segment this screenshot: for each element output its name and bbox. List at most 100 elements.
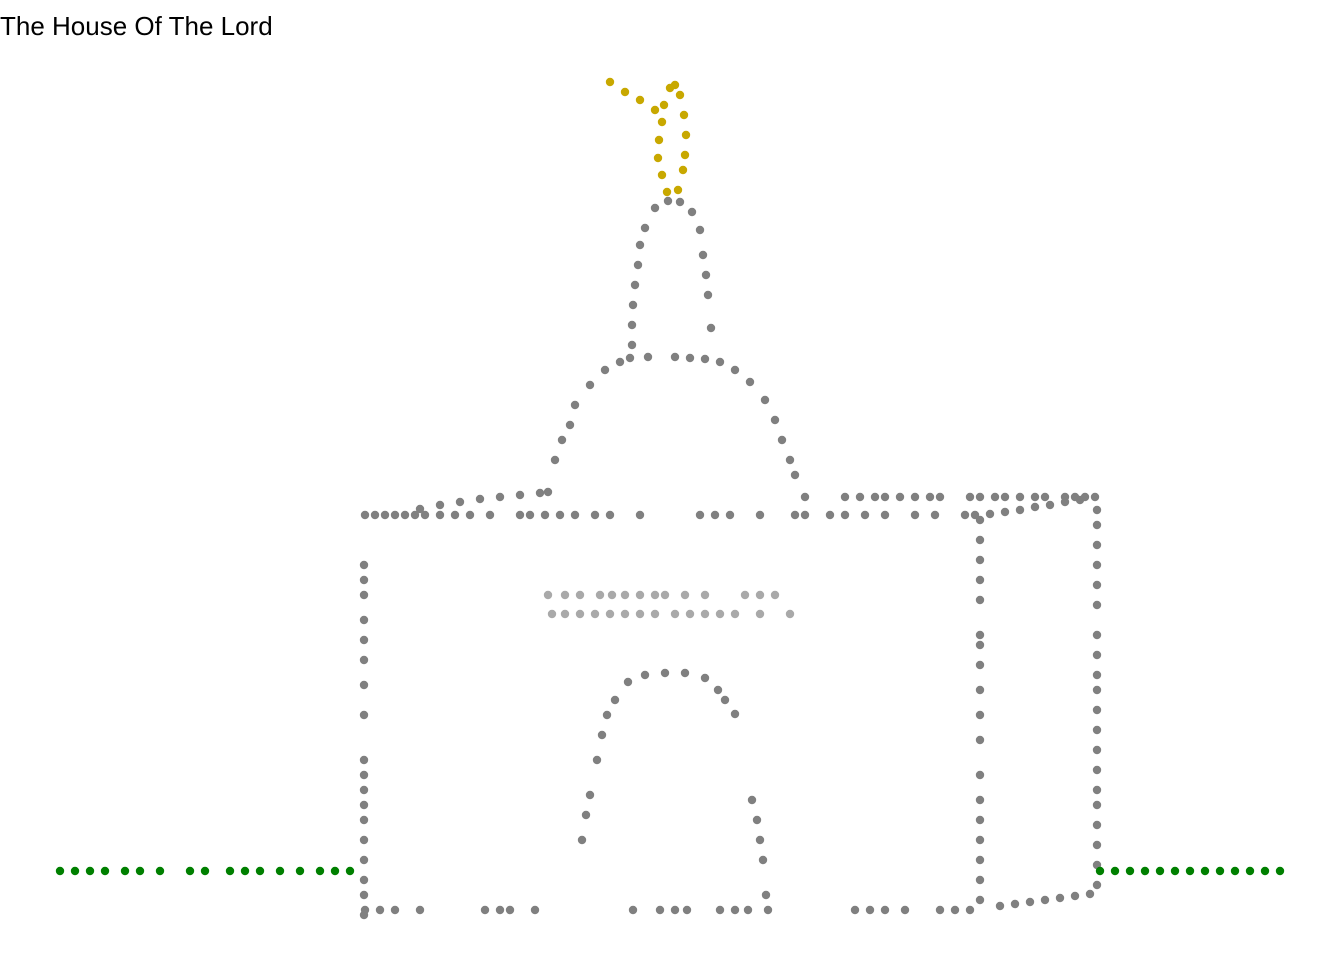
point [700, 354, 710, 364]
point [680, 150, 690, 160]
point [965, 492, 975, 502]
point [643, 352, 653, 362]
point [730, 365, 740, 375]
point [550, 455, 560, 465]
point [640, 670, 650, 680]
point [627, 340, 637, 350]
point [715, 357, 725, 367]
point [275, 866, 285, 876]
point [577, 835, 587, 845]
point [225, 866, 235, 876]
point [605, 609, 615, 619]
point [975, 815, 985, 825]
point [560, 609, 570, 619]
point [900, 905, 910, 915]
point [760, 395, 770, 405]
point [655, 905, 665, 915]
chart-title: The House Of The Lord [0, 11, 273, 41]
point [755, 609, 765, 619]
point [1092, 560, 1102, 570]
point [1015, 505, 1025, 515]
point [990, 492, 1000, 502]
point [480, 905, 490, 915]
point [675, 197, 685, 207]
point [505, 905, 515, 915]
point [713, 685, 723, 695]
point [575, 590, 585, 600]
point [633, 260, 643, 270]
point [1075, 495, 1085, 505]
point [855, 492, 865, 502]
point [790, 510, 800, 520]
point [359, 655, 369, 665]
point [620, 609, 630, 619]
point [663, 196, 673, 206]
point [745, 377, 755, 387]
point [1092, 520, 1102, 530]
point [610, 695, 620, 705]
point [535, 488, 545, 498]
point [1092, 820, 1102, 830]
point [675, 90, 685, 100]
point [1092, 765, 1102, 775]
point [435, 500, 445, 510]
point [703, 290, 713, 300]
point [1170, 866, 1180, 876]
point [670, 352, 680, 362]
point [547, 609, 557, 619]
point [635, 609, 645, 619]
point [755, 590, 765, 600]
point [185, 866, 195, 876]
point [740, 590, 750, 600]
point [1092, 705, 1102, 715]
point [895, 492, 905, 502]
point [657, 117, 667, 127]
point [359, 590, 369, 600]
point [747, 795, 757, 805]
point [70, 866, 80, 876]
point [635, 240, 645, 250]
point [715, 609, 725, 619]
point [673, 185, 683, 195]
point [55, 866, 65, 876]
point [635, 590, 645, 600]
point [615, 357, 625, 367]
point [370, 510, 380, 520]
point [581, 810, 591, 820]
point [543, 590, 553, 600]
point [850, 905, 860, 915]
point [935, 492, 945, 502]
point [155, 866, 165, 876]
point [1092, 540, 1102, 550]
point [1040, 895, 1050, 905]
point [410, 510, 420, 520]
point [743, 905, 753, 915]
point [415, 905, 425, 915]
point [659, 100, 669, 110]
point [415, 504, 425, 514]
point [679, 110, 689, 120]
point [698, 250, 708, 260]
point [590, 510, 600, 520]
point [685, 609, 695, 619]
point [360, 905, 370, 915]
point [657, 170, 667, 180]
point [1092, 840, 1102, 850]
point [763, 905, 773, 915]
point [1092, 600, 1102, 610]
point [678, 165, 688, 175]
point [555, 510, 565, 520]
point [390, 905, 400, 915]
point [975, 555, 985, 565]
point [359, 680, 369, 690]
point [1092, 800, 1102, 810]
point [975, 630, 985, 640]
point [1092, 745, 1102, 755]
point [975, 685, 985, 695]
point [400, 510, 410, 520]
point [1185, 866, 1195, 876]
point [1095, 866, 1105, 876]
point [650, 105, 660, 115]
point [359, 755, 369, 765]
